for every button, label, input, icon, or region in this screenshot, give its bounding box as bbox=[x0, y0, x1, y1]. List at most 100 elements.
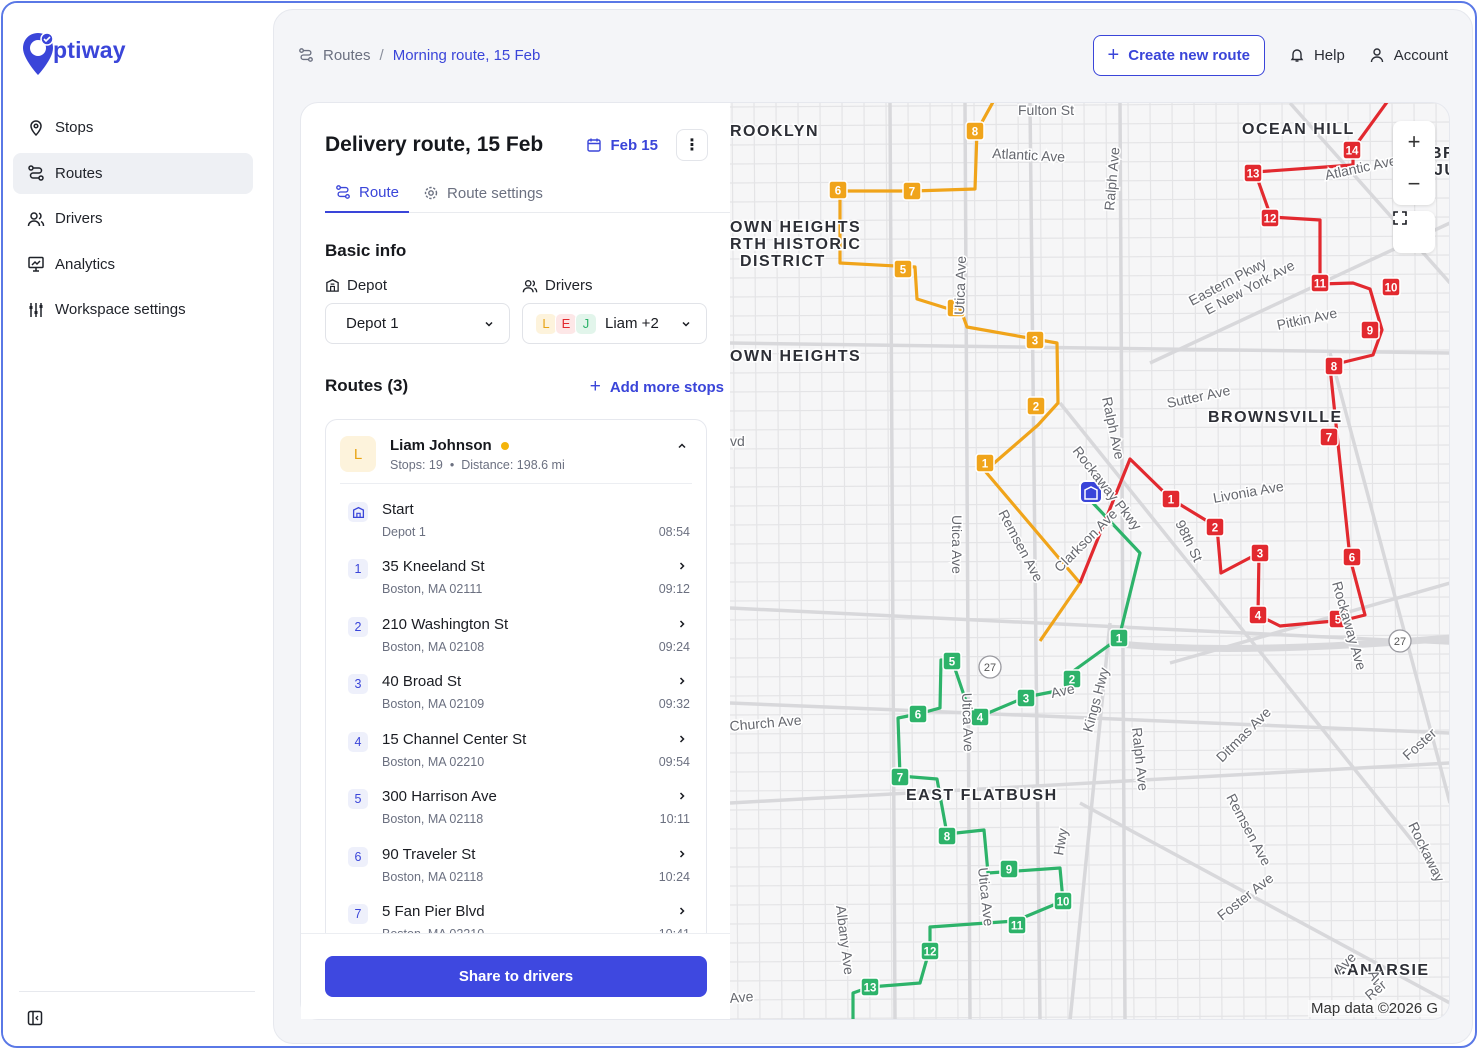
route-stop-marker[interactable]: 11 bbox=[1310, 273, 1330, 293]
route-stop-marker[interactable]: 2 bbox=[1062, 669, 1082, 689]
map-attribution: Map data ©2026 G bbox=[1308, 1000, 1441, 1017]
route-stop-marker[interactable]: 3 bbox=[1016, 688, 1036, 708]
stop-item[interactable]: 6 90 Traveler St Boston, MA 02118 10:24 bbox=[348, 845, 690, 895]
route-stop-marker[interactable]: 12 bbox=[1260, 208, 1280, 228]
route-stop-marker[interactable]: 7 bbox=[890, 767, 910, 787]
route-stop-marker[interactable]: 8 bbox=[1324, 356, 1344, 376]
account-link[interactable]: Account bbox=[1369, 47, 1448, 64]
route-stop-marker[interactable]: 8 bbox=[937, 826, 957, 846]
tab-route-settings[interactable]: Route settings bbox=[413, 173, 553, 213]
stop-item[interactable]: 2 210 Washington St Boston, MA 02108 09:24 bbox=[348, 615, 690, 665]
route-stop-marker[interactable]: 5 bbox=[942, 651, 962, 671]
svg-text:8: 8 bbox=[1331, 362, 1338, 374]
collapse-sidebar-icon[interactable] bbox=[27, 1010, 43, 1026]
svg-text:7: 7 bbox=[897, 773, 903, 785]
route-stop-marker[interactable]: 4 bbox=[970, 707, 990, 727]
main-area: Routes / Morning route, 15 Feb + Create … bbox=[273, 9, 1473, 1044]
drivers-select[interactable]: L E J Liam +2 bbox=[522, 303, 707, 344]
zoom-in-button[interactable]: + bbox=[1407, 129, 1421, 154]
user-icon bbox=[1369, 47, 1385, 63]
share-to-drivers-button[interactable]: Share to drivers bbox=[325, 956, 707, 997]
depot-marker[interactable] bbox=[1079, 480, 1103, 504]
map-area-label: DISTRICT bbox=[740, 253, 826, 270]
bell-icon bbox=[1289, 47, 1305, 63]
route-stop-marker[interactable]: 3 bbox=[1250, 543, 1270, 563]
route-stop-marker[interactable]: 1 bbox=[1161, 489, 1181, 509]
logo[interactable]: ptiway bbox=[21, 31, 126, 77]
map-street-label: Ave bbox=[1049, 680, 1076, 701]
breadcrumb-routes-link[interactable]: Routes bbox=[323, 46, 371, 64]
route-stop-marker[interactable]: 4 bbox=[1248, 605, 1268, 625]
logo-pin-icon bbox=[23, 32, 54, 75]
start-stop[interactable]: Start Depot 1 08:54 bbox=[348, 500, 690, 550]
route-stop-marker[interactable]: 12 bbox=[920, 941, 940, 961]
driver-row[interactable]: L Liam Johnson Stops: 19 • Distance: 198… bbox=[340, 434, 692, 484]
route-stop-marker[interactable]: 13 bbox=[860, 977, 880, 997]
more-options-button[interactable]: ⋮ bbox=[676, 129, 708, 161]
sidebar-footer bbox=[19, 991, 255, 1046]
route-stop-marker[interactable]: 5 bbox=[1328, 609, 1348, 629]
route-stop-marker[interactable]: 9 bbox=[1360, 320, 1380, 340]
svg-text:1: 1 bbox=[1168, 495, 1175, 507]
depot-select[interactable]: Depot 1 bbox=[325, 303, 510, 344]
route-stop-marker[interactable]: 10 bbox=[1053, 891, 1073, 911]
sidebar-item-drivers[interactable]: Drivers bbox=[13, 198, 253, 239]
stop-item[interactable]: 4 15 Channel Center St Boston, MA 02210 09:… bbox=[348, 730, 690, 780]
svg-text:6: 6 bbox=[915, 710, 921, 722]
map-street-label: Clarkson Ave bbox=[1051, 506, 1121, 576]
chevron-up-icon[interactable] bbox=[676, 440, 688, 452]
major-road bbox=[730, 341, 1449, 355]
tab-route[interactable]: Route bbox=[325, 173, 410, 213]
zoom-out-button[interactable]: − bbox=[1407, 171, 1421, 196]
create-new-route-button[interactable]: + Create new route bbox=[1092, 34, 1265, 76]
route-stop-marker[interactable]: 1 bbox=[1109, 628, 1129, 648]
date-picker[interactable]: Feb 15 bbox=[586, 137, 658, 154]
stop-item[interactable]: 1 35 Kneeland St Boston, MA 02111 09:12 bbox=[348, 557, 690, 607]
route-stop-marker[interactable]: 14 bbox=[1342, 140, 1362, 160]
route-stop-marker[interactable]: 6 bbox=[828, 180, 848, 200]
basic-info-heading: Basic info bbox=[325, 241, 407, 260]
avatar: E bbox=[555, 312, 577, 335]
avatar: J bbox=[575, 312, 597, 335]
route-stop-marker[interactable]: 6 bbox=[1342, 547, 1362, 567]
add-more-stops-button[interactable]: + Add more stops bbox=[590, 376, 724, 398]
major-road bbox=[888, 103, 897, 1019]
route-stop-marker[interactable]: 13 bbox=[1243, 163, 1263, 183]
map-area-label: OCEAN HILL bbox=[1242, 121, 1355, 138]
route-map[interactable]: 1 2 3 4 5 6 7 8 1 2 3 4 5 6 7 8 9 10 11 12 13 14 1 2 3 4 5 6 7 8 9 10 11… bbox=[730, 102, 1450, 1020]
map-street-label: Livonia Ave bbox=[1212, 478, 1285, 506]
route-panel: Delivery route, 15 Feb Feb 15 ⋮ Route bbox=[300, 102, 732, 1020]
sidebar-item-stops[interactable]: Stops bbox=[13, 107, 253, 148]
stop-city: Boston, MA 02210 bbox=[382, 754, 485, 769]
stop-item[interactable]: 3 40 Broad St Boston, MA 02109 09:32 bbox=[348, 672, 690, 722]
sidebar-item-workspace-settings[interactable]: Workspace settings bbox=[13, 289, 253, 330]
route-stop-marker[interactable]: 8 bbox=[965, 121, 985, 141]
fullscreen-button[interactable] bbox=[1393, 211, 1435, 253]
route-stop-marker[interactable]: 10 bbox=[1381, 277, 1401, 297]
help-link[interactable]: Help bbox=[1289, 47, 1345, 64]
route-stop-marker[interactable]: 2 bbox=[1205, 517, 1225, 537]
stop-name: 90 Traveler St bbox=[382, 845, 476, 863]
route-stop-marker[interactable]: 4 bbox=[946, 298, 966, 318]
depot-label-text: Depot bbox=[347, 277, 388, 294]
route-stop-marker[interactable]: 1 bbox=[975, 453, 995, 473]
svg-text:6: 6 bbox=[1349, 553, 1355, 565]
svg-text:27: 27 bbox=[1394, 636, 1406, 648]
route-stop-marker[interactable]: 7 bbox=[902, 181, 922, 201]
meta-bullet: • bbox=[449, 458, 455, 472]
route-stop-marker[interactable]: 11 bbox=[1007, 915, 1027, 935]
route-stop-marker[interactable]: 5 bbox=[893, 259, 913, 279]
route-stop-marker[interactable]: 9 bbox=[999, 859, 1019, 879]
route-stop-marker[interactable]: 3 bbox=[1025, 330, 1045, 350]
route-stop-marker[interactable]: 7 bbox=[1319, 427, 1339, 447]
stop-time: 08:54 bbox=[658, 525, 690, 539]
sidebar-item-routes[interactable]: Routes bbox=[13, 152, 253, 194]
route-stop-marker[interactable]: 6 bbox=[908, 704, 928, 724]
driver-distance: Distance: 198.6 mi bbox=[461, 458, 565, 472]
stop-item[interactable]: 5 300 Harrison Ave Boston, MA 02118 10:11 bbox=[348, 787, 690, 837]
sidebar-item-analytics[interactable]: Analytics bbox=[13, 244, 253, 285]
map-street-label: Ditmas Ave bbox=[1213, 704, 1274, 765]
route-stop-marker[interactable]: 2 bbox=[1026, 396, 1046, 416]
avatar: L bbox=[340, 436, 376, 472]
